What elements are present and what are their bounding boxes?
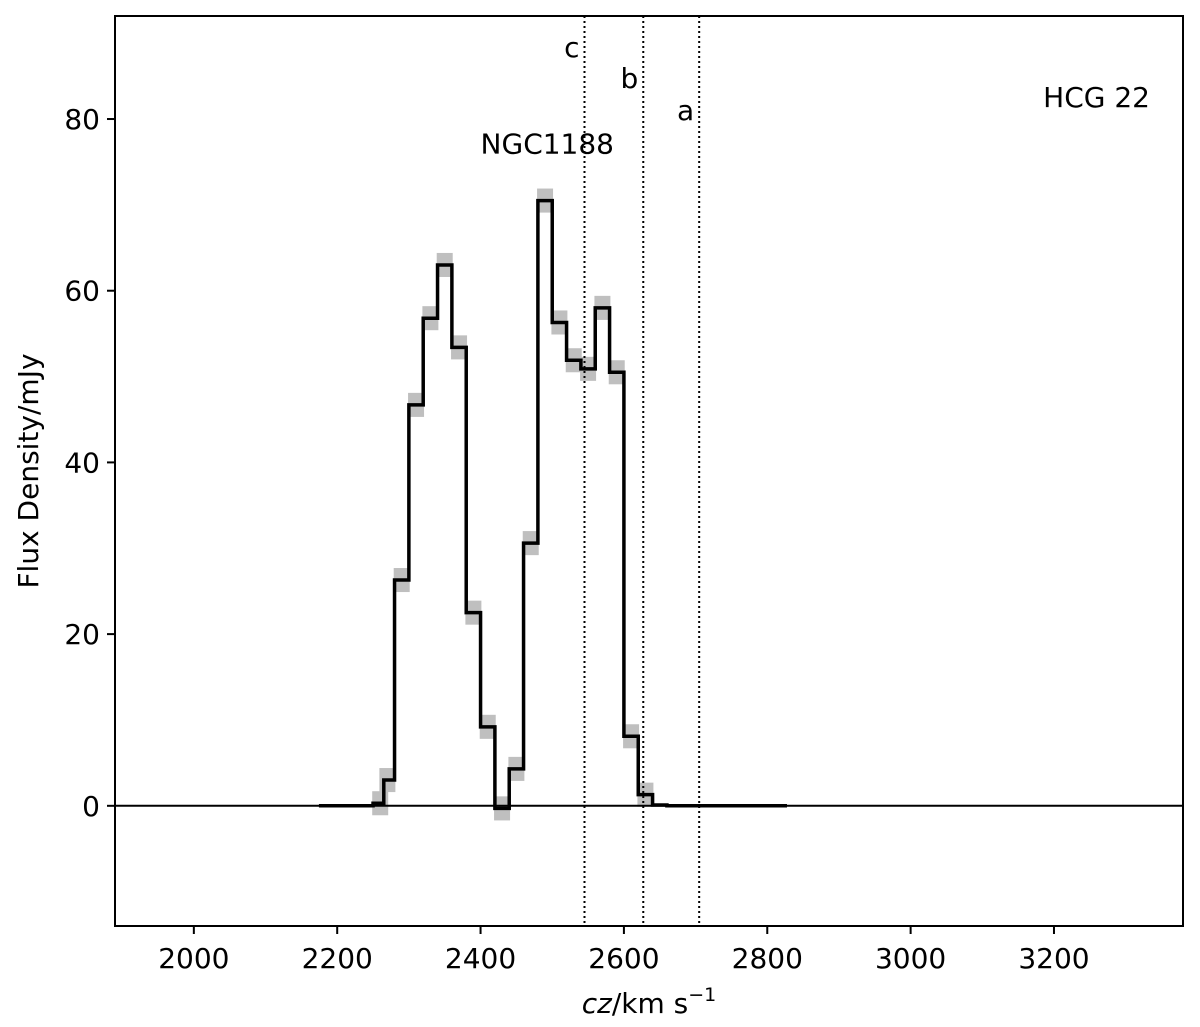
x-tick-label-4: 2800: [732, 942, 803, 975]
marker-label-c: c: [564, 31, 579, 64]
y-tick-label-1: 20: [64, 618, 100, 651]
marker-label-a: a: [677, 94, 694, 127]
error-bands: [372, 188, 654, 821]
x-tick-label-0: 2000: [158, 942, 229, 975]
annotations: NGC1188: [481, 127, 614, 160]
x-ticks: 2000 2200 2400 2600 2800 3000 3200: [158, 926, 1090, 975]
y-axis-label: Flux Density/mJy: [12, 353, 45, 588]
marker-label-b: b: [620, 62, 638, 95]
flux-step-line: [318, 198, 787, 811]
plot-frame: [114, 15, 1184, 927]
x-tick-label-3: 2600: [588, 942, 659, 975]
y-tick-label-0: 0: [82, 790, 100, 823]
x-axis-label: cz/km s−1: [582, 984, 717, 1020]
y-tick-label-4: 80: [64, 103, 100, 136]
group-label: HCG 22: [1043, 81, 1150, 114]
x-tick-label-6: 3200: [1018, 942, 1089, 975]
y-ticks: 0 20 40 60 80: [64, 103, 115, 823]
galaxy-markers: c b a: [564, 16, 701, 926]
y-tick-label-2: 40: [64, 446, 100, 479]
y-tick-label-3: 60: [64, 275, 100, 308]
plot-area: [115, 16, 1183, 926]
x-tick-label-2: 2400: [445, 942, 516, 975]
x-tick-label-1: 2200: [302, 942, 373, 975]
annotation-0: NGC1188: [481, 127, 614, 160]
x-tick-label-5: 3000: [875, 942, 946, 975]
